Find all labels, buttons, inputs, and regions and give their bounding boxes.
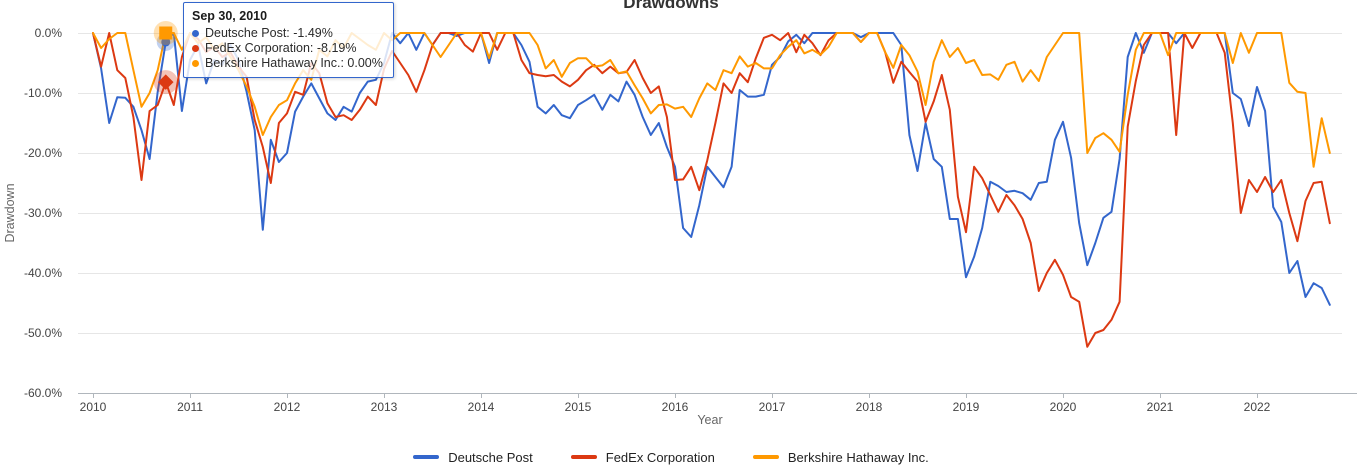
chart-title: Drawdowns <box>623 0 719 12</box>
x-axis-tick-label: 2018 <box>856 400 883 414</box>
x-axis-tick-label: 2010 <box>80 400 107 414</box>
chart-legend: Deutsche Post FedEx Corporation Berkshire … <box>0 448 1342 466</box>
tooltip-row: Berkshire Hathaway Inc.: 0.00% <box>192 56 383 71</box>
series-bullet-icon <box>192 45 199 52</box>
y-axis-tick-label: -10.0% <box>24 86 62 100</box>
y-axis-tick-label: -40.0% <box>24 266 62 280</box>
tooltip-row: Deutsche Post: -1.49% <box>192 26 383 41</box>
y-axis-tick-label: -30.0% <box>24 206 62 220</box>
x-axis-tick-label: 2015 <box>565 400 592 414</box>
tooltip-row-text: Deutsche Post: -1.49% <box>205 26 333 40</box>
x-axis-ticks: 2010 2011 2012 2013 2014 2015 2016 2017 2018 2019… <box>80 393 1271 414</box>
y-axis-tick-label: -50.0% <box>24 326 62 340</box>
tooltip-date: Sep 30, 2010 <box>192 9 268 23</box>
x-axis-tick-label: 2020 <box>1050 400 1077 414</box>
y-axis-tick-label: -60.0% <box>24 386 62 400</box>
selected-point-markers <box>153 21 178 95</box>
legend-item-fedex-corporation: FedEx Corporation <box>570 449 715 465</box>
tooltip-row-text: Berkshire Hathaway Inc.: 0.00% <box>205 56 383 70</box>
legend-item-berkshire-hathaway-inc: Berkshire Hathaway Inc. <box>752 449 929 465</box>
x-axis-tick-label: 2012 <box>274 400 301 414</box>
tooltip-row: FedEx Corporation: -8.19% <box>192 41 383 56</box>
selected-point-diamond-icon[interactable] <box>157 74 174 90</box>
x-axis-title: Year <box>697 413 722 427</box>
x-axis-tick-label: 2016 <box>662 400 689 414</box>
x-axis-tick-label: 2014 <box>468 400 495 414</box>
x-axis-tick-label: 2022 <box>1244 400 1271 414</box>
y-axis-tick-label: -20.0% <box>24 146 62 160</box>
series-bullet-icon <box>192 30 199 37</box>
legend-item-label: Deutsche Post <box>448 449 533 465</box>
chart-gridlines: 0.0% -10.0% -20.0% -30.0% -40.0% -50.0% -60.0% <box>24 26 1342 400</box>
x-axis-tick-label: 2021 <box>1147 400 1174 414</box>
selected-point-square-icon[interactable] <box>159 26 173 40</box>
selected-point-circle-icon[interactable] <box>161 37 171 47</box>
x-axis-tick-label: 2017 <box>759 400 786 414</box>
y-axis-title: Drawdown <box>3 183 17 242</box>
series-line-fedex-corporation[interactable] <box>92 32 1331 348</box>
legend-line-swatch-icon <box>413 455 440 459</box>
series-bullet-icon <box>192 60 199 67</box>
legend-item-deutsche-post: Deutsche Post <box>413 450 533 465</box>
x-axis-tick-label: 2019 <box>953 400 980 414</box>
legend-item-label: FedEx Corporation <box>605 449 715 465</box>
legend-item-label: Berkshire Hathaway Inc. <box>787 449 929 465</box>
legend-line-swatch-icon <box>570 455 597 459</box>
series-line-deutsche-post[interactable] <box>92 32 1331 306</box>
y-axis-tick-label: 0.0% <box>35 26 63 40</box>
tooltip-row-text: FedEx Corporation: -8.19% <box>205 41 357 55</box>
x-axis-tick-label: 2013 <box>371 400 398 414</box>
legend-line-swatch-icon <box>752 455 779 459</box>
hover-tooltip: Sep 30, 2010 Deutsche Post: -1.49% FedEx… <box>183 2 394 78</box>
x-axis-tick-label: 2011 <box>177 400 203 414</box>
